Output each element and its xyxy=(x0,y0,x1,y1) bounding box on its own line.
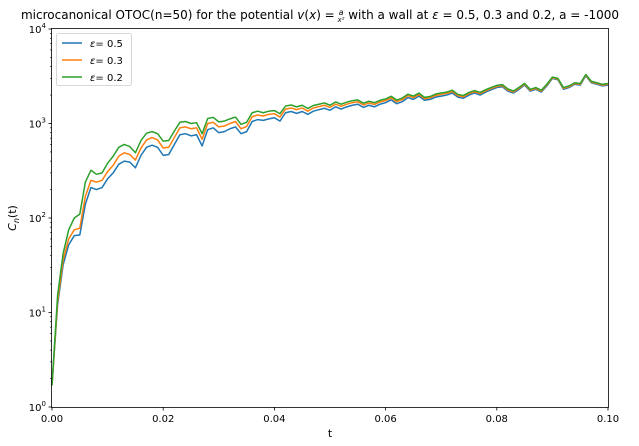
title-pre: microcanonical OTOC(n=50) for the potent… xyxy=(21,8,297,22)
x-ticks: 0.00 0.02 0.04 0.06 0.08 0.10 xyxy=(41,407,619,425)
title-tail: = 0.5, 0.3 and 0.2, a = -1000 xyxy=(439,8,619,22)
y-axis-label-rest: (t) xyxy=(6,205,19,218)
x-tick-label: 0.04 xyxy=(263,414,285,425)
x-tick-label: 0.06 xyxy=(374,414,396,425)
x-axis-label: t xyxy=(328,427,333,440)
legend-box xyxy=(56,33,132,86)
y-axis-label-main: C xyxy=(6,223,19,231)
y-tick-label: 100 xyxy=(29,400,46,414)
legend-label-3: ε= 0.2 xyxy=(90,73,123,84)
y-axis-label: Cn(t) xyxy=(6,205,21,231)
title-v: v xyxy=(297,8,305,22)
series-line-1 xyxy=(51,75,609,386)
y-tick-label: 104 xyxy=(29,22,47,36)
series-line-3 xyxy=(51,73,609,386)
y-axis-label-sub: n xyxy=(12,218,21,223)
title-post: with a wall at xyxy=(344,8,432,22)
x-tick-label: 0.10 xyxy=(597,414,619,425)
x-tick-label: 0.08 xyxy=(486,414,508,425)
title-frac-den: x² xyxy=(336,16,344,24)
series-lines xyxy=(51,73,609,386)
y-tick-label: 103 xyxy=(29,117,46,131)
title-x: x xyxy=(308,8,317,22)
title-frac-num: a xyxy=(339,8,344,17)
legend-label-2: ε= 0.3 xyxy=(90,56,123,67)
y-ticks: 100 101 102 103 104 xyxy=(29,22,52,414)
y-tick-label: 101 xyxy=(29,306,46,320)
legend: ε= 0.5 ε= 0.3 ε= 0.2 xyxy=(56,33,132,86)
chart-title: microcanonical OTOC(n=50) for the potent… xyxy=(21,8,619,24)
x-tick-label: 0.00 xyxy=(41,414,63,425)
y-tick-label: 102 xyxy=(29,211,46,225)
series-line-2 xyxy=(51,74,609,386)
x-tick-label: 0.02 xyxy=(152,414,174,425)
legend-label-1: ε= 0.5 xyxy=(90,39,123,50)
title-eps: ε xyxy=(432,8,439,22)
